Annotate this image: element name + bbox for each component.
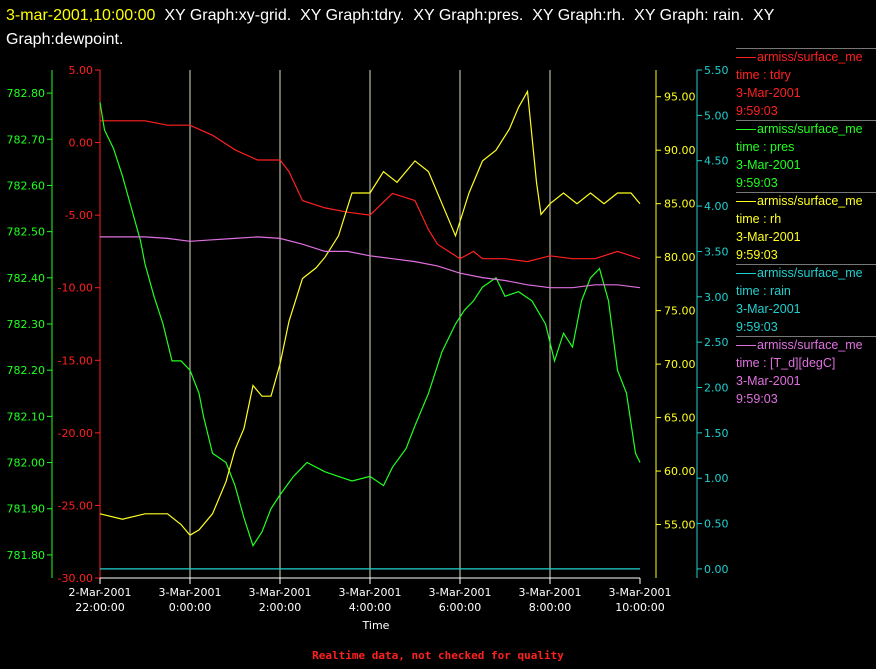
tdry-tick-label: -20.00 [58, 427, 93, 440]
pres-tick-label: 782.40 [7, 272, 46, 285]
pres-tick-label: 782.30 [7, 318, 46, 331]
x-tick-label-date: 3-Mar-2001 [159, 586, 222, 599]
x-axis: 2-Mar-2001 22:00:00 3-Mar-2001 0:00:00 3-Mar… [69, 577, 672, 632]
series-[T_d][degC] [100, 236, 641, 289]
x-tick-label-time: 8:00:00 [529, 601, 571, 614]
series-pres [99, 102, 641, 548]
x-tick-label-date: 2-Mar-2001 [69, 586, 132, 599]
rain-tick-label: 3.50 [704, 245, 729, 258]
x-tick-label-time: 6:00:00 [439, 601, 481, 614]
x-tick-label-time: 2:00:00 [259, 601, 301, 614]
rain-tick-label: 2.50 [704, 336, 729, 349]
rain-tick-label: 1.50 [704, 427, 729, 440]
chart-title: 3-mar-2001,10:00:00 XY Graph:xy-grid. XY… [6, 4, 856, 52]
x-tick-label-time: 0:00:00 [169, 601, 211, 614]
rain-tick-label: 0.50 [704, 518, 729, 531]
x-tick-label-date: 3-Mar-2001 [609, 586, 672, 599]
legend-line3: 3-Mar-2001 [736, 86, 801, 100]
rh-tick-label: 65.00 [664, 412, 696, 425]
legend: armiss/surface_me time : tdry 3-Mar-2001 9:… [736, 48, 876, 408]
rain-tick-label: 4.50 [704, 155, 729, 168]
x-tick-label-time: 22:00:00 [75, 601, 124, 614]
legend-separator [736, 264, 876, 265]
pres-tick-label: 781.80 [7, 549, 46, 562]
tdry-tick-label: -5.00 [65, 209, 93, 222]
legend-source: armiss/surface_me [736, 120, 876, 138]
pres-tick-label: 781.90 [7, 503, 46, 516]
legend-line3: 3-Mar-2001 [736, 374, 801, 388]
legend-line2: time : tdry [736, 68, 791, 82]
rh-tick-label: 75.00 [664, 305, 696, 318]
tdry-tick-label: -30.00 [58, 572, 93, 585]
quality-notice: Realtime data, not checked for quality [312, 649, 564, 662]
legend-line2: time : rain [736, 284, 791, 298]
rh-tick-label: 90.00 [664, 144, 696, 157]
x-axis-label: Time [362, 619, 390, 632]
title-timestamp: 3-mar-2001,10:00:00 [6, 7, 156, 24]
rh-tick-label: 85.00 [664, 198, 696, 211]
tdry-tick-label: 0.00 [69, 137, 94, 150]
x-tick-label-date: 3-Mar-2001 [339, 586, 402, 599]
rain-tick-label: 1.00 [704, 472, 729, 485]
legend-line4: 9:59:03 [736, 392, 778, 406]
tdry-tick-label: 5.00 [69, 64, 94, 77]
rh-tick-label: 60.00 [664, 465, 696, 478]
legend-source: armiss/surface_me [736, 264, 876, 282]
legend-line4: 9:59:03 [736, 176, 778, 190]
rain-tick-label: 2.00 [704, 382, 729, 395]
x-tick-label-date: 3-Mar-2001 [429, 586, 492, 599]
tdry-tick-label: -25.00 [58, 499, 93, 512]
series-tdry [100, 120, 641, 263]
pres-tick-label: 782.50 [7, 226, 46, 239]
pres-tick-label: 782.70 [7, 133, 46, 146]
pres-tick-label: 782.20 [7, 364, 46, 377]
pres-tick-label: 782.60 [7, 179, 46, 192]
legend-source: armiss/surface_me [736, 336, 876, 354]
grid [189, 70, 551, 578]
legend-separator [736, 192, 876, 193]
legend-separator [736, 48, 876, 49]
legend-source: armiss/surface_me [736, 48, 876, 66]
tdry-tick-label: -15.00 [58, 354, 93, 367]
rain-tick-label: 4.00 [704, 200, 729, 213]
title-graph-list: XY Graph:xy-grid. XY Graph:tdry. XY Grap… [6, 7, 779, 48]
series-rh [99, 89, 641, 536]
legend-line3: 3-Mar-2001 [736, 302, 801, 316]
rain-tick-label: 5.00 [704, 109, 729, 122]
x-tick-label-date: 3-Mar-2001 [519, 586, 582, 599]
rh-tick-label: 95.00 [664, 91, 696, 104]
pres-tick-label: 782.00 [7, 457, 46, 470]
rh-tick-label: 70.00 [664, 358, 696, 371]
rain-tick-label: 3.00 [704, 291, 729, 304]
legend-line2: time : [T_d][degC] [736, 356, 836, 370]
legend-line4: 9:59:03 [736, 320, 778, 334]
rain-tick-label: 5.50 [704, 64, 729, 77]
legend-line2: time : rh [736, 212, 782, 226]
rh-tick-label: 55.00 [664, 519, 696, 532]
axes: 782.80 782.70 782.60 782.50 782.40 782.30 782.… [7, 64, 729, 585]
pres-tick-label: 782.10 [7, 410, 46, 423]
legend-source: armiss/surface_me [736, 192, 876, 210]
legend-line2: time : pres [736, 140, 795, 154]
rain-tick-label: 0.00 [704, 563, 729, 576]
legend-separator [736, 120, 876, 121]
x-tick-label-time: 10:00:00 [615, 601, 664, 614]
legend-line4: 9:59:03 [736, 104, 778, 118]
legend-separator [736, 336, 876, 337]
rh-tick-label: 80.00 [664, 251, 696, 264]
x-tick-label-date: 3-Mar-2001 [249, 586, 312, 599]
pres-tick-label: 782.80 [7, 87, 46, 100]
x-tick-label-time: 4:00:00 [349, 601, 391, 614]
legend-line4: 9:59:03 [736, 248, 778, 262]
series-group [99, 89, 641, 570]
legend-line3: 3-Mar-2001 [736, 158, 801, 172]
tdry-tick-label: -10.00 [58, 282, 93, 295]
legend-line3: 3-Mar-2001 [736, 230, 801, 244]
